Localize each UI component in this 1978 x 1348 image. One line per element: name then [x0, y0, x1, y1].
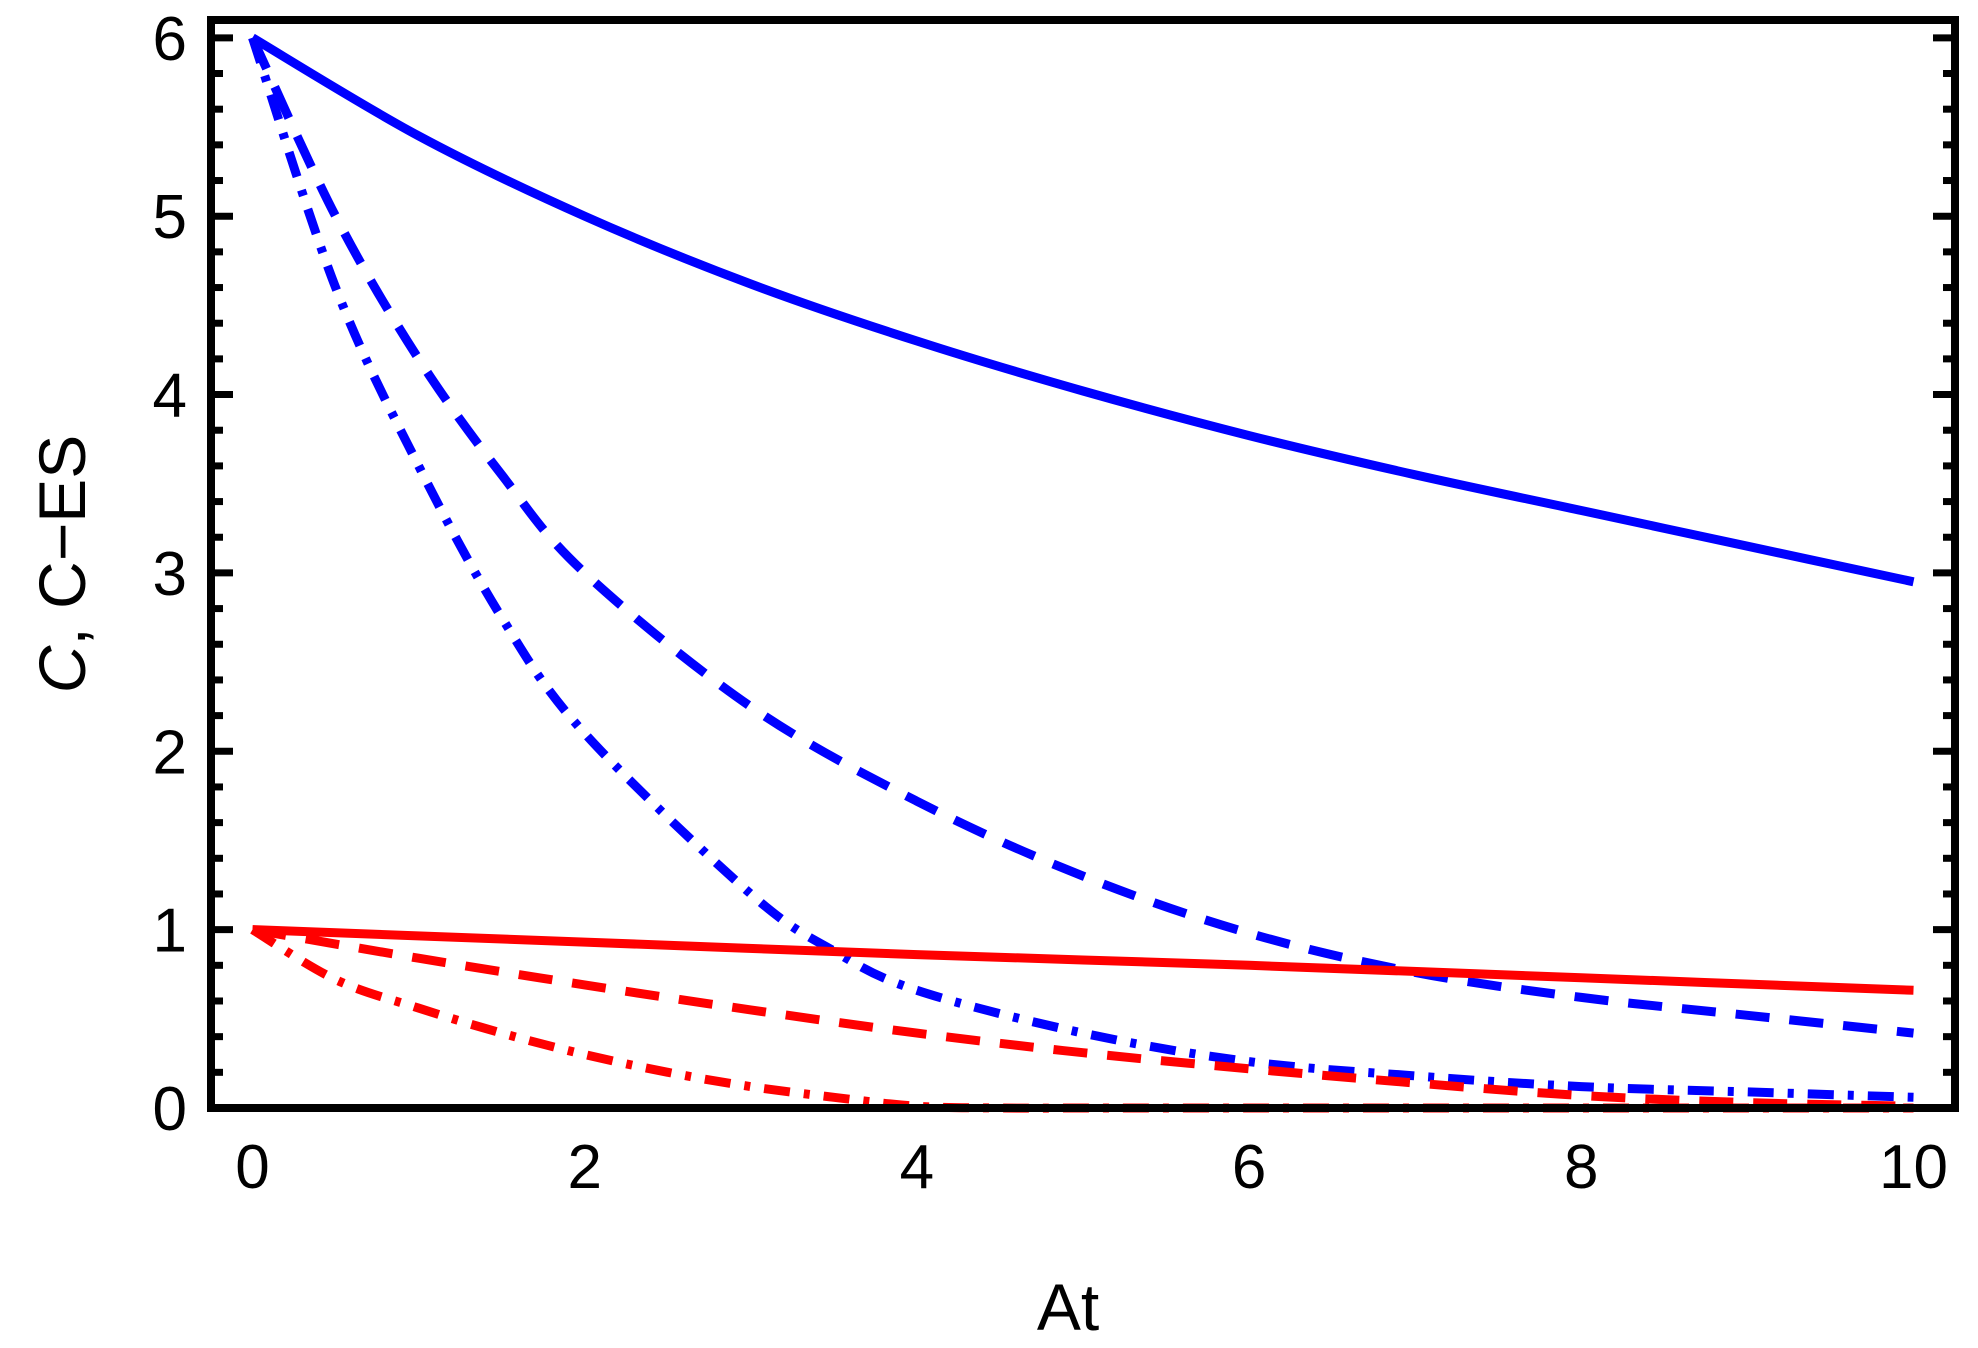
x-tick-label: 6: [1232, 1133, 1266, 1202]
y-axis-label-italic-part: C: [25, 644, 99, 693]
series-line-blue-dash-dot: [248, 36, 1914, 1102]
tick-layer: 0 2 4 6 8 10 0 1 2 3 4 5 6: [153, 5, 1955, 1202]
y-tick-label: 2: [153, 718, 187, 787]
series-line-blue-solid: [250, 33, 1915, 587]
y-tick-label: 0: [153, 1075, 187, 1144]
x-tick-label: 10: [1879, 1133, 1948, 1202]
plot-frame: [207, 16, 1959, 1112]
x-tick-label: 0: [235, 1133, 269, 1202]
y-tick-label: 6: [153, 5, 187, 74]
y-axis-label: C, C−ES: [25, 435, 99, 694]
y-tick-label: 4: [153, 362, 187, 431]
x-tick-label: 4: [900, 1133, 934, 1202]
y-tick-label: 3: [153, 540, 187, 609]
x-tick-label: 8: [1564, 1133, 1598, 1202]
x-axis-label: At: [1037, 1270, 1099, 1344]
y-axis-label-rest: , C−ES: [25, 435, 99, 646]
series-layer: [248, 33, 1915, 1113]
series-line-blue-dashed: [248, 35, 1914, 1038]
y-tick-label: 5: [153, 183, 187, 252]
series-line-red-dashed: [251, 925, 1914, 1111]
x-tick-label: 2: [567, 1133, 601, 1202]
series-line-red-solid: [252, 925, 1914, 995]
y-tick-label: 1: [153, 897, 187, 966]
